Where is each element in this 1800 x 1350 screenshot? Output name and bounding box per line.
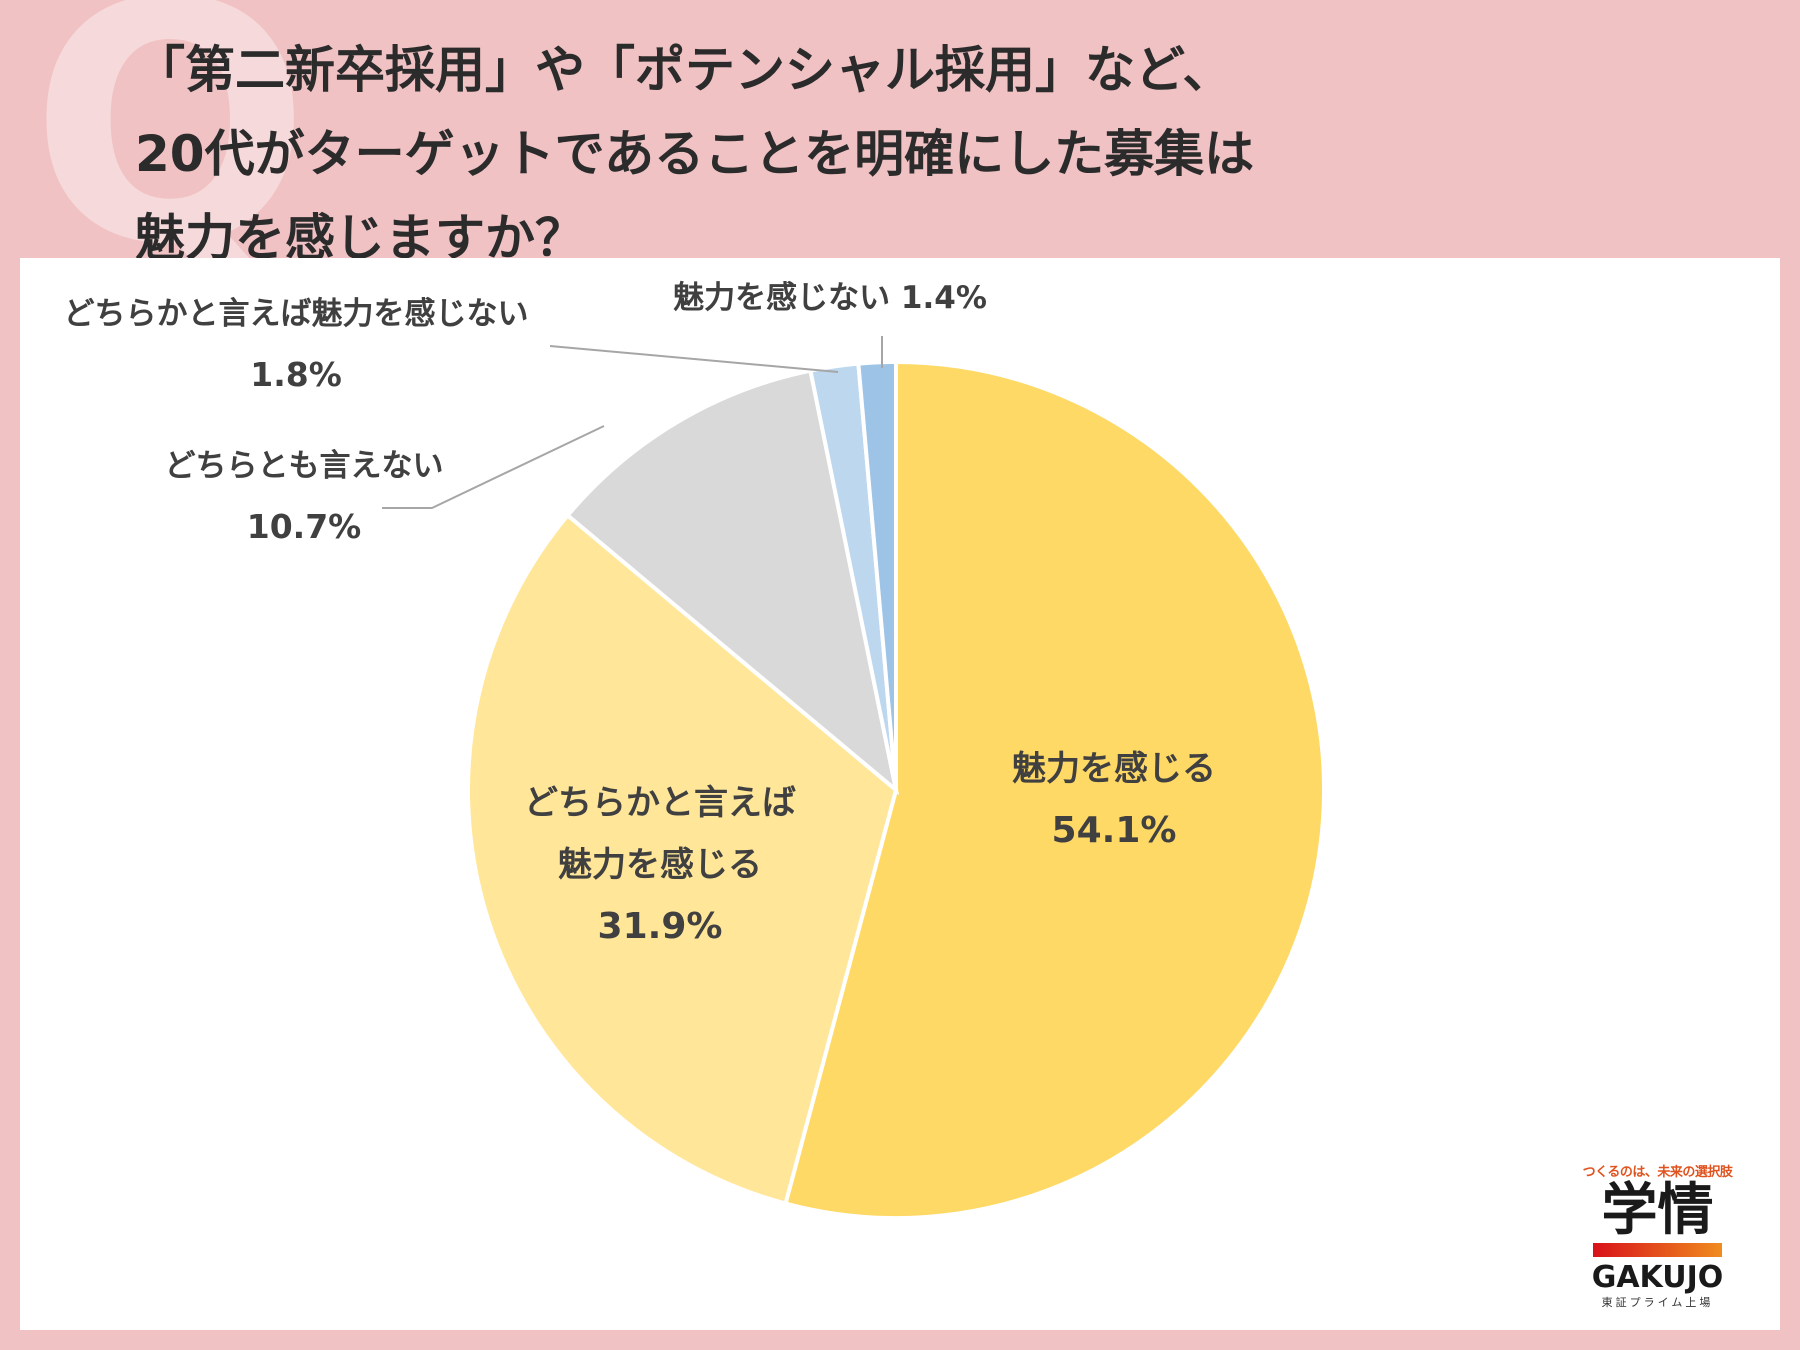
question-title: 「第二新卒採用」や「ポテンシャル採用」など、 20代がターゲットであることを明確…	[135, 28, 1435, 280]
slice-label-1-line-1: 魅力を感じる	[1012, 749, 1216, 789]
slice-label-2-line-2: 魅力を感じる	[558, 845, 762, 885]
brand-logo: つくるのは、未来の選択肢 学情 GAKUJO 東証プライム上場	[1575, 1161, 1740, 1310]
question-line-1: 「第二新卒採用」や「ポテンシャル採用」など、	[135, 41, 1233, 99]
slice-value-3: 10.7%	[247, 507, 362, 546]
pie-slice-3	[564, 368, 900, 796]
slice-value-2: 31.9%	[598, 906, 723, 947]
brand-color-bar	[1593, 1243, 1722, 1257]
slice-label-5: 魅力を感じない 1.4%	[673, 280, 987, 316]
pie-slice-5	[856, 359, 898, 791]
slice-label-2-line-1: どちらかと言えば	[524, 783, 796, 823]
question-line-3: 魅力を感じますか？	[135, 209, 585, 267]
leader-line-4	[549, 345, 839, 373]
slice-value-4: 1.8%	[250, 355, 342, 394]
brand-subtitle: 東証プライム上場	[1601, 1296, 1714, 1309]
brand-name-kanji: 学情	[1601, 1178, 1714, 1244]
chart-panel: 魅力を感じる 54.1% どちらかと言えば 魅力を感じる 31.9% どちらとも言えない 1…	[20, 258, 1780, 1330]
leader-line-3	[382, 425, 605, 509]
question-line-2: 20代がターゲットであることを明確にした募集は	[135, 125, 1255, 183]
slice-label-4-line-1: どちらかと言えば魅力を感じない	[64, 296, 529, 332]
pie-slice-1	[783, 359, 1326, 1220]
pie-chart: 魅力を感じる54.1%どちらかと言えば魅力を感じる31.9%どちらとも言えない1…	[64, 280, 1326, 1220]
pie-slice-2	[466, 512, 899, 1206]
slice-value-1: 54.1%	[1052, 810, 1177, 851]
slice-label-3-line-1: どちらとも言えない	[165, 448, 444, 484]
brand-tagline: つくるのは、未来の選択肢	[1582, 1165, 1733, 1181]
question-mark-watermark: Q	[30, 0, 311, 317]
brand-name-roman: GAKUJO	[1591, 1260, 1724, 1295]
